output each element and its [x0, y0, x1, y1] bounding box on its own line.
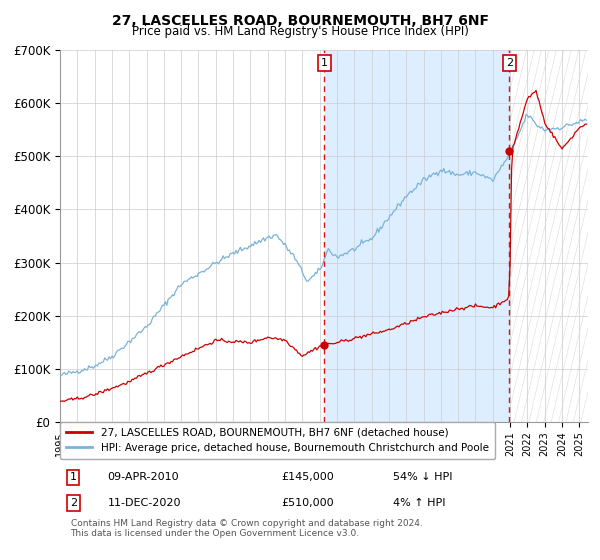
Text: 2: 2 [70, 498, 77, 508]
Text: 54% ↓ HPI: 54% ↓ HPI [392, 472, 452, 482]
Text: 09-APR-2010: 09-APR-2010 [107, 472, 179, 482]
Text: Price paid vs. HM Land Registry's House Price Index (HPI): Price paid vs. HM Land Registry's House … [131, 25, 469, 38]
Text: 27, LASCELLES ROAD, BOURNEMOUTH, BH7 6NF: 27, LASCELLES ROAD, BOURNEMOUTH, BH7 6NF [112, 14, 488, 28]
Text: Contains HM Land Registry data © Crown copyright and database right 2024.
This d: Contains HM Land Registry data © Crown c… [71, 519, 422, 538]
Text: £145,000: £145,000 [282, 472, 335, 482]
Text: 2: 2 [506, 58, 513, 68]
Text: 4% ↑ HPI: 4% ↑ HPI [392, 498, 445, 508]
Text: £510,000: £510,000 [282, 498, 334, 508]
Legend: 27, LASCELLES ROAD, BOURNEMOUTH, BH7 6NF (detached house), HPI: Average price, d: 27, LASCELLES ROAD, BOURNEMOUTH, BH7 6NF… [60, 422, 495, 459]
Text: 1: 1 [70, 472, 77, 482]
Text: 1: 1 [321, 58, 328, 68]
Text: 11-DEC-2020: 11-DEC-2020 [107, 498, 181, 508]
